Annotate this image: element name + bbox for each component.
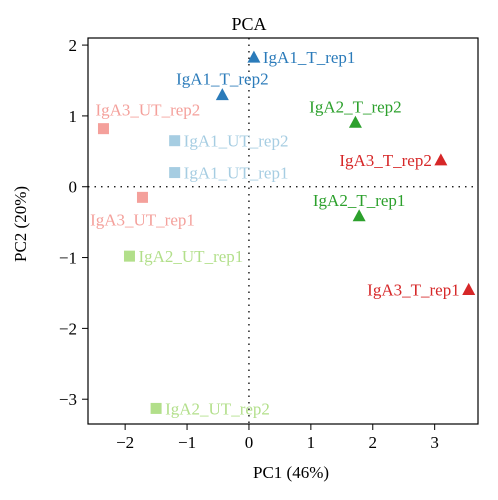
point-label: IgA2_UT_rep1	[138, 247, 243, 266]
point-label: IgA1_T_rep1	[263, 48, 356, 67]
point-marker-triangle	[352, 209, 366, 222]
x-tick-label: 1	[307, 433, 316, 452]
y-tick-label: −2	[59, 319, 77, 338]
point-marker-triangle	[215, 88, 229, 101]
point-label: IgA2_UT_rep2	[165, 399, 270, 418]
y-tick-label: 1	[69, 107, 78, 126]
y-tick-label: −1	[59, 249, 77, 268]
y-tick-label: 0	[69, 178, 78, 197]
chart-title: PCA	[231, 14, 266, 34]
point-marker-triangle	[348, 115, 362, 128]
point-label: IgA1_UT_rep1	[184, 164, 289, 183]
x-axis: −2 −1 0 1 2 3	[116, 424, 439, 452]
x-tick-label: −1	[178, 433, 196, 452]
y-axis: −3 −2 −1 0 1 2	[59, 36, 88, 409]
point-marker-square	[136, 191, 148, 203]
point-marker-triangle	[434, 153, 448, 166]
x-axis-label: PC1 (46%)	[253, 463, 329, 482]
point-label: IgA1_T_rep2	[176, 70, 269, 89]
point-label: IgA1_UT_rep2	[184, 132, 289, 151]
point-label: IgA3_UT_rep1	[90, 210, 195, 229]
y-axis-label: PC2 (20%)	[11, 186, 30, 262]
point-marker-square	[97, 123, 109, 135]
point-label: IgA3_T_rep1	[367, 280, 460, 299]
plot-frame	[87, 37, 479, 425]
x-tick-label: 0	[245, 433, 254, 452]
y-tick-label: 2	[69, 36, 78, 55]
point-marker-square	[169, 167, 181, 179]
x-tick-label: −2	[116, 433, 134, 452]
point-label: IgA2_T_rep1	[313, 191, 406, 210]
x-tick-label: 2	[369, 433, 378, 452]
point-marker-square	[150, 402, 162, 414]
data-points: IgA1_T_rep1 IgA1_T_rep2 IgA2_T_rep2 IgA2_T_…	[90, 48, 476, 418]
point-marker-triangle	[462, 282, 476, 295]
point-marker-square	[123, 250, 135, 262]
point-label: IgA2_T_rep2	[309, 97, 402, 116]
reference-lines	[88, 38, 478, 424]
x-tick-label: 3	[430, 433, 439, 452]
point-label: IgA3_UT_rep2	[95, 101, 200, 120]
point-label: IgA3_T_rep2	[339, 151, 432, 170]
point-marker-triangle	[247, 50, 261, 63]
y-tick-label: −3	[59, 390, 77, 409]
point-marker-square	[169, 135, 181, 147]
